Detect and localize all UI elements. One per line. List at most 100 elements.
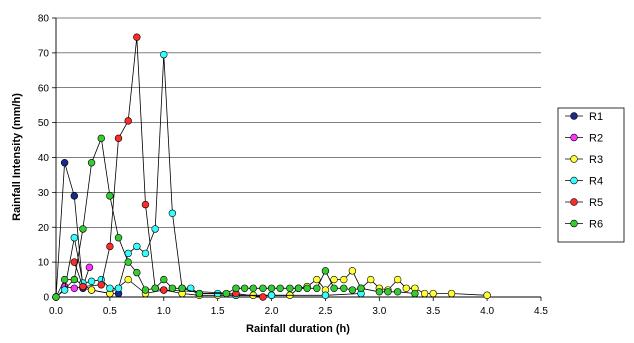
data-point [286, 284, 294, 292]
data-point [52, 293, 60, 301]
data-point [232, 284, 240, 292]
series-r5 [70, 33, 267, 301]
legend-item-r6: R6 [565, 219, 603, 231]
data-point [249, 284, 257, 292]
data-point [79, 225, 87, 233]
data-point [70, 234, 79, 242]
legend-marker [570, 133, 578, 142]
y-tick-label: 10 [38, 258, 50, 269]
legend-label: R5 [589, 197, 603, 209]
legend-label: R3 [589, 154, 603, 166]
y-tick-label: 60 [38, 83, 50, 94]
legend-marker [570, 176, 578, 185]
data-point [321, 291, 330, 299]
data-point [330, 284, 338, 292]
data-point [124, 258, 132, 266]
data-point [70, 284, 79, 292]
series-line [55, 54, 362, 298]
data-point [267, 284, 276, 292]
legend-label: R1 [589, 111, 603, 123]
data-point [114, 234, 123, 242]
y-axis-label: Rainfall Intensity (mm/h) [11, 93, 23, 221]
data-point [87, 159, 96, 167]
x-tick-label: 4.0 [480, 306, 494, 317]
legend-label: R4 [589, 176, 603, 188]
y-tick-label: 50 [38, 118, 50, 129]
series-line [55, 136, 415, 298]
data-point [60, 286, 69, 294]
data-point [106, 242, 114, 251]
data-point [259, 293, 267, 301]
data-point [70, 258, 79, 266]
x-tick-label: 4.5 [534, 306, 548, 317]
data-point [124, 117, 132, 125]
data-point [384, 288, 392, 296]
data-point [393, 275, 402, 284]
x-tick-label: 2.0 [265, 306, 279, 317]
data-point [106, 192, 114, 200]
y-tick-label: 20 [38, 223, 50, 234]
data-point [321, 267, 330, 275]
data-point [133, 242, 141, 251]
series-r6 [52, 134, 419, 301]
data-point [141, 200, 150, 209]
data-point [367, 275, 375, 284]
data-point [276, 284, 284, 292]
data-point [340, 275, 348, 284]
y-tick-label: 40 [38, 153, 50, 164]
y-tick-label: 0 [43, 293, 49, 304]
data-point [294, 284, 303, 292]
x-tick-label: 1.0 [157, 306, 171, 317]
gridlines [56, 17, 541, 263]
x-tick-label: 1.5 [211, 306, 225, 317]
data-point [420, 289, 429, 298]
legend-label: R2 [589, 133, 603, 145]
data-point [133, 268, 141, 277]
data-point [160, 50, 168, 59]
data-point [303, 284, 311, 292]
y-tick-label: 70 [38, 48, 50, 59]
data-point [97, 134, 105, 143]
data-series [52, 33, 491, 301]
data-point [411, 289, 419, 298]
y-tick-label: 30 [38, 188, 50, 199]
data-point [114, 134, 123, 143]
data-point [60, 159, 69, 167]
data-point [222, 289, 230, 298]
data-point [240, 284, 249, 292]
series-line [64, 267, 90, 289]
legend-item-r2: R2 [565, 133, 603, 145]
data-point [114, 284, 123, 292]
data-point [160, 275, 168, 284]
data-point [313, 284, 321, 292]
data-point [348, 267, 357, 275]
legend-item-r4: R4 [565, 176, 603, 188]
data-point [133, 33, 141, 41]
data-point [348, 286, 357, 294]
x-tick-label: 0.5 [103, 306, 117, 317]
legend-marker [570, 112, 578, 120]
data-point [357, 284, 365, 292]
x-tick-label: 0.0 [49, 306, 63, 317]
data-point [106, 284, 114, 292]
data-point [87, 277, 96, 286]
data-point [141, 249, 150, 258]
data-point [483, 291, 491, 299]
data-point [195, 289, 204, 298]
data-point [79, 282, 87, 291]
data-point [178, 284, 186, 292]
data-point [340, 284, 348, 292]
data-point [168, 209, 177, 218]
legend-item-r5: R5 [565, 197, 603, 209]
legend-marker [570, 155, 578, 163]
data-point [124, 275, 132, 284]
data-point [70, 275, 79, 284]
data-point [313, 275, 321, 284]
x-tick-labels: 0.0 0.5 1.0 1.5 2.0 2.5 3.0 3.5 4.0 4.5 [49, 297, 548, 317]
data-point [160, 286, 168, 294]
data-point [267, 291, 276, 299]
series-r4 [52, 50, 365, 301]
data-point [60, 275, 69, 284]
data-point [402, 284, 410, 292]
